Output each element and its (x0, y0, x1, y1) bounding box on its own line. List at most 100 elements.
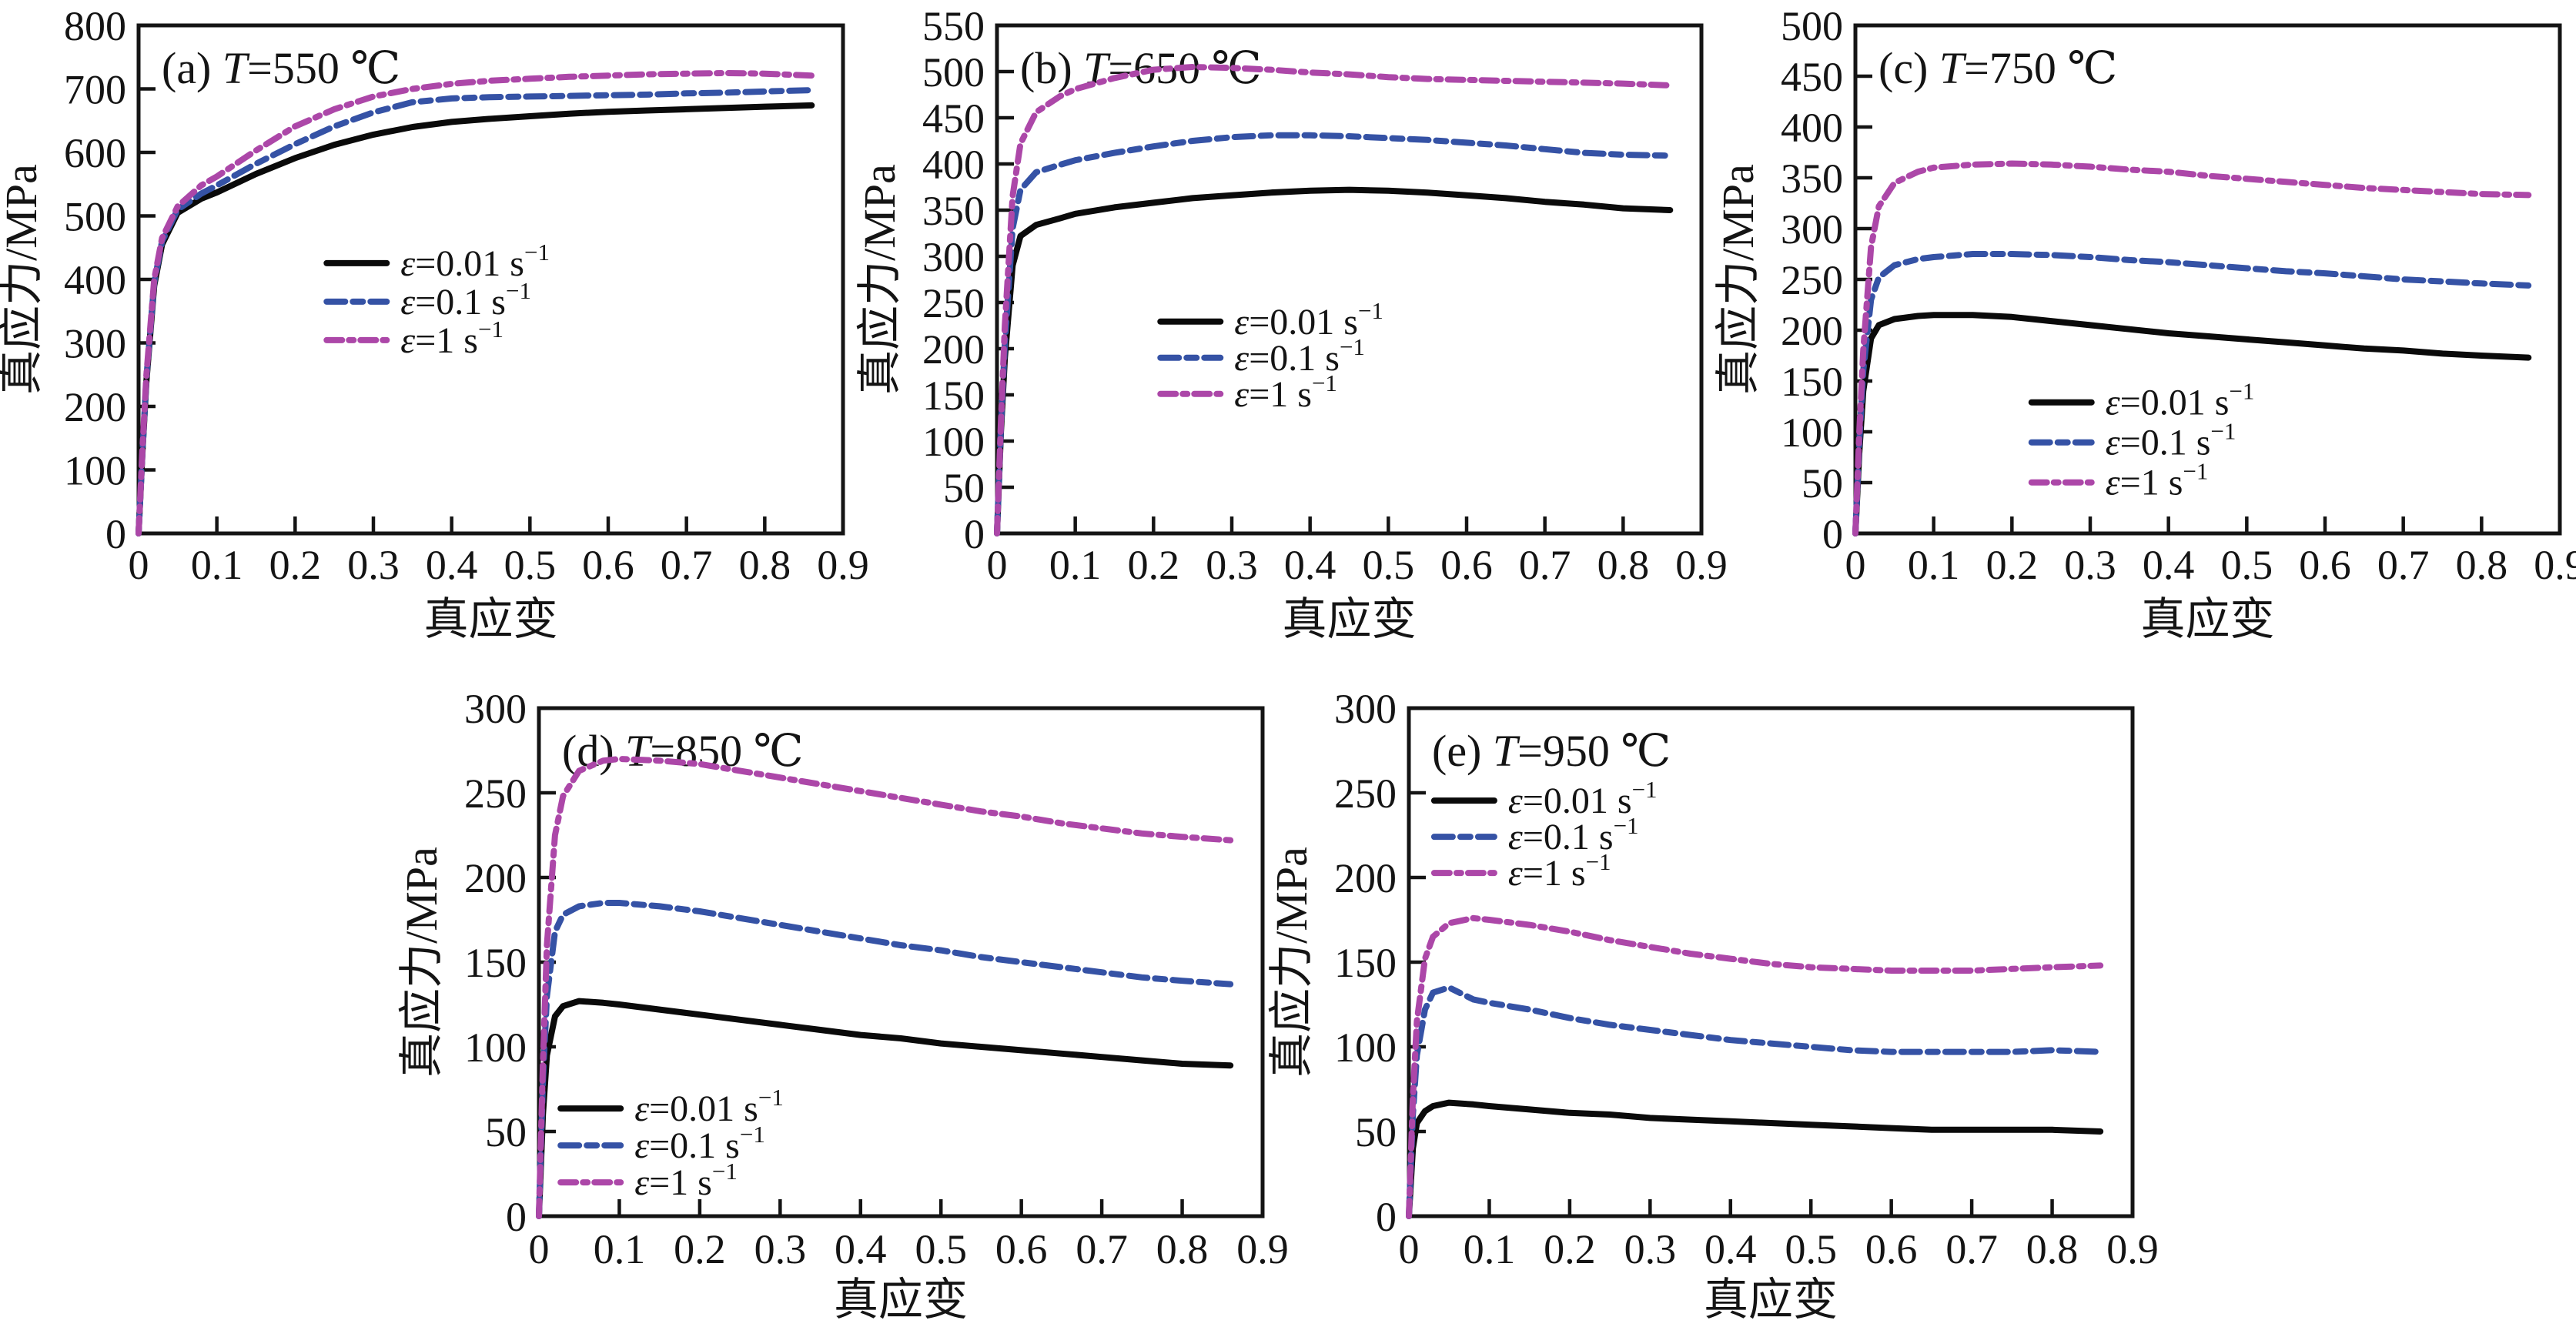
legend-label-e001: ε=0.01 s−1 (1234, 297, 1383, 343)
panel-c: 0 0.1 0.2 0.3 0.4 0.5 0.6 0.7 0.8 0.9050100150200… (1713, 3, 2576, 644)
x-tick-label: 0.1 (191, 542, 243, 588)
y-tick-label: 550 (922, 3, 985, 49)
panel-b: 0 0.1 0.2 0.3 0.4 0.5 0.6 0.7 0.8 0.9 050100150200… (855, 3, 1728, 644)
y-tick-label: 250 (1334, 770, 1397, 817)
legend: ε=0.01 s−1ε=0.1 s−1ε=1 s−1 (1157, 297, 1383, 415)
x-axis-label: 真应变 (1282, 594, 1416, 644)
x-tick-label: 0.8 (2026, 1226, 2079, 1272)
y-tick-label: 500 (922, 49, 985, 95)
x-tick-label: 0.1 (1464, 1226, 1516, 1272)
x-tick-label: 0.6 (995, 1226, 1048, 1272)
y-tick-label: 200 (1781, 308, 1843, 354)
y-tick-label: 600 (64, 130, 126, 176)
x-tick-label: 0 (987, 542, 1008, 588)
x-tick-label: 0.7 (1945, 1226, 1998, 1272)
legend-label-e1: ε=1 s−1 (1234, 369, 1337, 415)
x-tick-label: 0.7 (1076, 1226, 1128, 1272)
x-axis-label: 真应变 (2140, 594, 2274, 644)
plot-border (995, 23, 1704, 536)
y-tick-label: 200 (464, 855, 527, 901)
x-tick-label: 0.4 (1284, 542, 1337, 588)
legend: ε=0.01 s−1ε=0.1 s−1ε=1 s−1 (557, 1084, 784, 1203)
y-tick-label: 800 (64, 3, 126, 49)
y-tick-label: 350 (1781, 155, 1843, 202)
y-tick-label: 0 (1376, 1194, 1397, 1240)
y-tick-label: 50 (1355, 1109, 1397, 1155)
x-tick-label: 0.6 (2299, 542, 2351, 588)
x-tick-label: 0.6 (582, 542, 634, 588)
x-axis-label: 真应变 (1704, 1275, 1838, 1323)
x-tick-label: 0.2 (269, 542, 322, 588)
legend-label-e001: ε=0.01 s−1 (634, 1084, 784, 1129)
curve-e1 (1852, 160, 2532, 536)
x-tick-label: 0.8 (1156, 1226, 1209, 1272)
y-tick-label: 250 (922, 280, 985, 326)
y-tick-label: 400 (64, 257, 126, 303)
curve-e1 (1406, 914, 2104, 1219)
y-tick-label: 100 (464, 1024, 527, 1071)
y-tick-label: 300 (64, 321, 126, 367)
legend-label-e1: ε=1 s−1 (1508, 848, 1611, 894)
y-tick-label: 300 (1781, 206, 1843, 252)
x-tick-label: 0.9 (817, 542, 869, 588)
y-tick-label: 250 (1781, 257, 1843, 303)
curve-e01 (536, 900, 1234, 1219)
legend-label-e01: ε=0.1 s−1 (2106, 418, 2236, 463)
y-axis-label: 真应力/MPa (855, 164, 905, 395)
y-axis-label: 真应力/MPa (0, 164, 46, 395)
panel-title: (c) T=750 ℃ (1878, 43, 2117, 93)
x-tick-label: 0.8 (1597, 542, 1650, 588)
curve-e001 (994, 186, 1674, 536)
y-tick-label: 0 (964, 511, 985, 557)
x-tick-label: 0 (129, 542, 149, 588)
x-tick-label: 0.4 (426, 542, 478, 588)
y-tick-label: 200 (1334, 855, 1397, 901)
x-tick-label: 0.7 (661, 542, 713, 588)
x-tick-label: 0.4 (1705, 1226, 1757, 1272)
y-tick-label: 100 (1334, 1024, 1397, 1071)
legend-label-e001: ε=0.01 s−1 (2106, 378, 2255, 423)
x-tick-label: 0.8 (2456, 542, 2508, 588)
x-tick-label: 0 (529, 1226, 550, 1272)
x-tick-label: 0.7 (1519, 542, 1571, 588)
curve-e01 (1406, 984, 2104, 1219)
x-tick-label: 0.2 (1128, 542, 1180, 588)
x-tick-label: 0.1 (1908, 542, 1960, 588)
x-tick-label: 0.5 (915, 1226, 967, 1272)
curve-e001 (1852, 312, 2532, 536)
x-tick-label: 0.4 (835, 1226, 887, 1272)
y-tick-label: 700 (64, 67, 126, 113)
legend-label-e001: ε=0.01 s−1 (1508, 776, 1658, 821)
y-tick-label: 0 (105, 511, 126, 557)
x-tick-label: 0.5 (2221, 542, 2273, 588)
x-tick-label: 0.1 (594, 1226, 646, 1272)
panel-title: (e) T=950 ℃ (1432, 726, 1671, 776)
x-tick-label: 0.6 (1865, 1226, 1918, 1272)
y-axis-label: 真应力/MPa (1266, 847, 1316, 1078)
legend-label-e1: ε=1 s−1 (634, 1158, 738, 1203)
y-tick-label: 450 (1781, 54, 1843, 100)
y-tick-label: 250 (464, 770, 527, 817)
legend: ε=0.01 s−1ε=0.1 s−1ε=1 s−1 (2028, 378, 2255, 503)
y-tick-label: 500 (1781, 3, 1843, 49)
y-tick-label: 150 (922, 373, 985, 419)
x-tick-label: 0.7 (2377, 542, 2430, 588)
x-tick-label: 0.2 (674, 1226, 726, 1272)
x-axis-label: 真应变 (834, 1275, 968, 1323)
y-tick-label: 300 (1334, 686, 1397, 732)
panel-title: (d) T=850 ℃ (562, 726, 804, 776)
curve-e001 (1406, 1099, 2104, 1219)
x-tick-label: 0.5 (1785, 1226, 1837, 1272)
x-tick-label: 0.9 (1675, 542, 1728, 588)
x-tick-label: 0.2 (1544, 1226, 1596, 1272)
panel-a: 0 0.1 0.2 0.3 0.4 0.5 0.6 0.7 0.8 0.9 0 100 200 300 40… (0, 3, 869, 644)
x-tick-label: 0.3 (2064, 542, 2116, 588)
y-tick-label: 150 (464, 940, 527, 986)
x-axis-label: 真应变 (423, 594, 557, 644)
legend-label-e1: ε=1 s−1 (2106, 458, 2209, 503)
y-tick-label: 50 (485, 1109, 527, 1155)
curve-e1 (536, 756, 1234, 1219)
panel-title: (a) T=550 ℃ (162, 43, 400, 93)
curve-e01 (994, 132, 1674, 536)
